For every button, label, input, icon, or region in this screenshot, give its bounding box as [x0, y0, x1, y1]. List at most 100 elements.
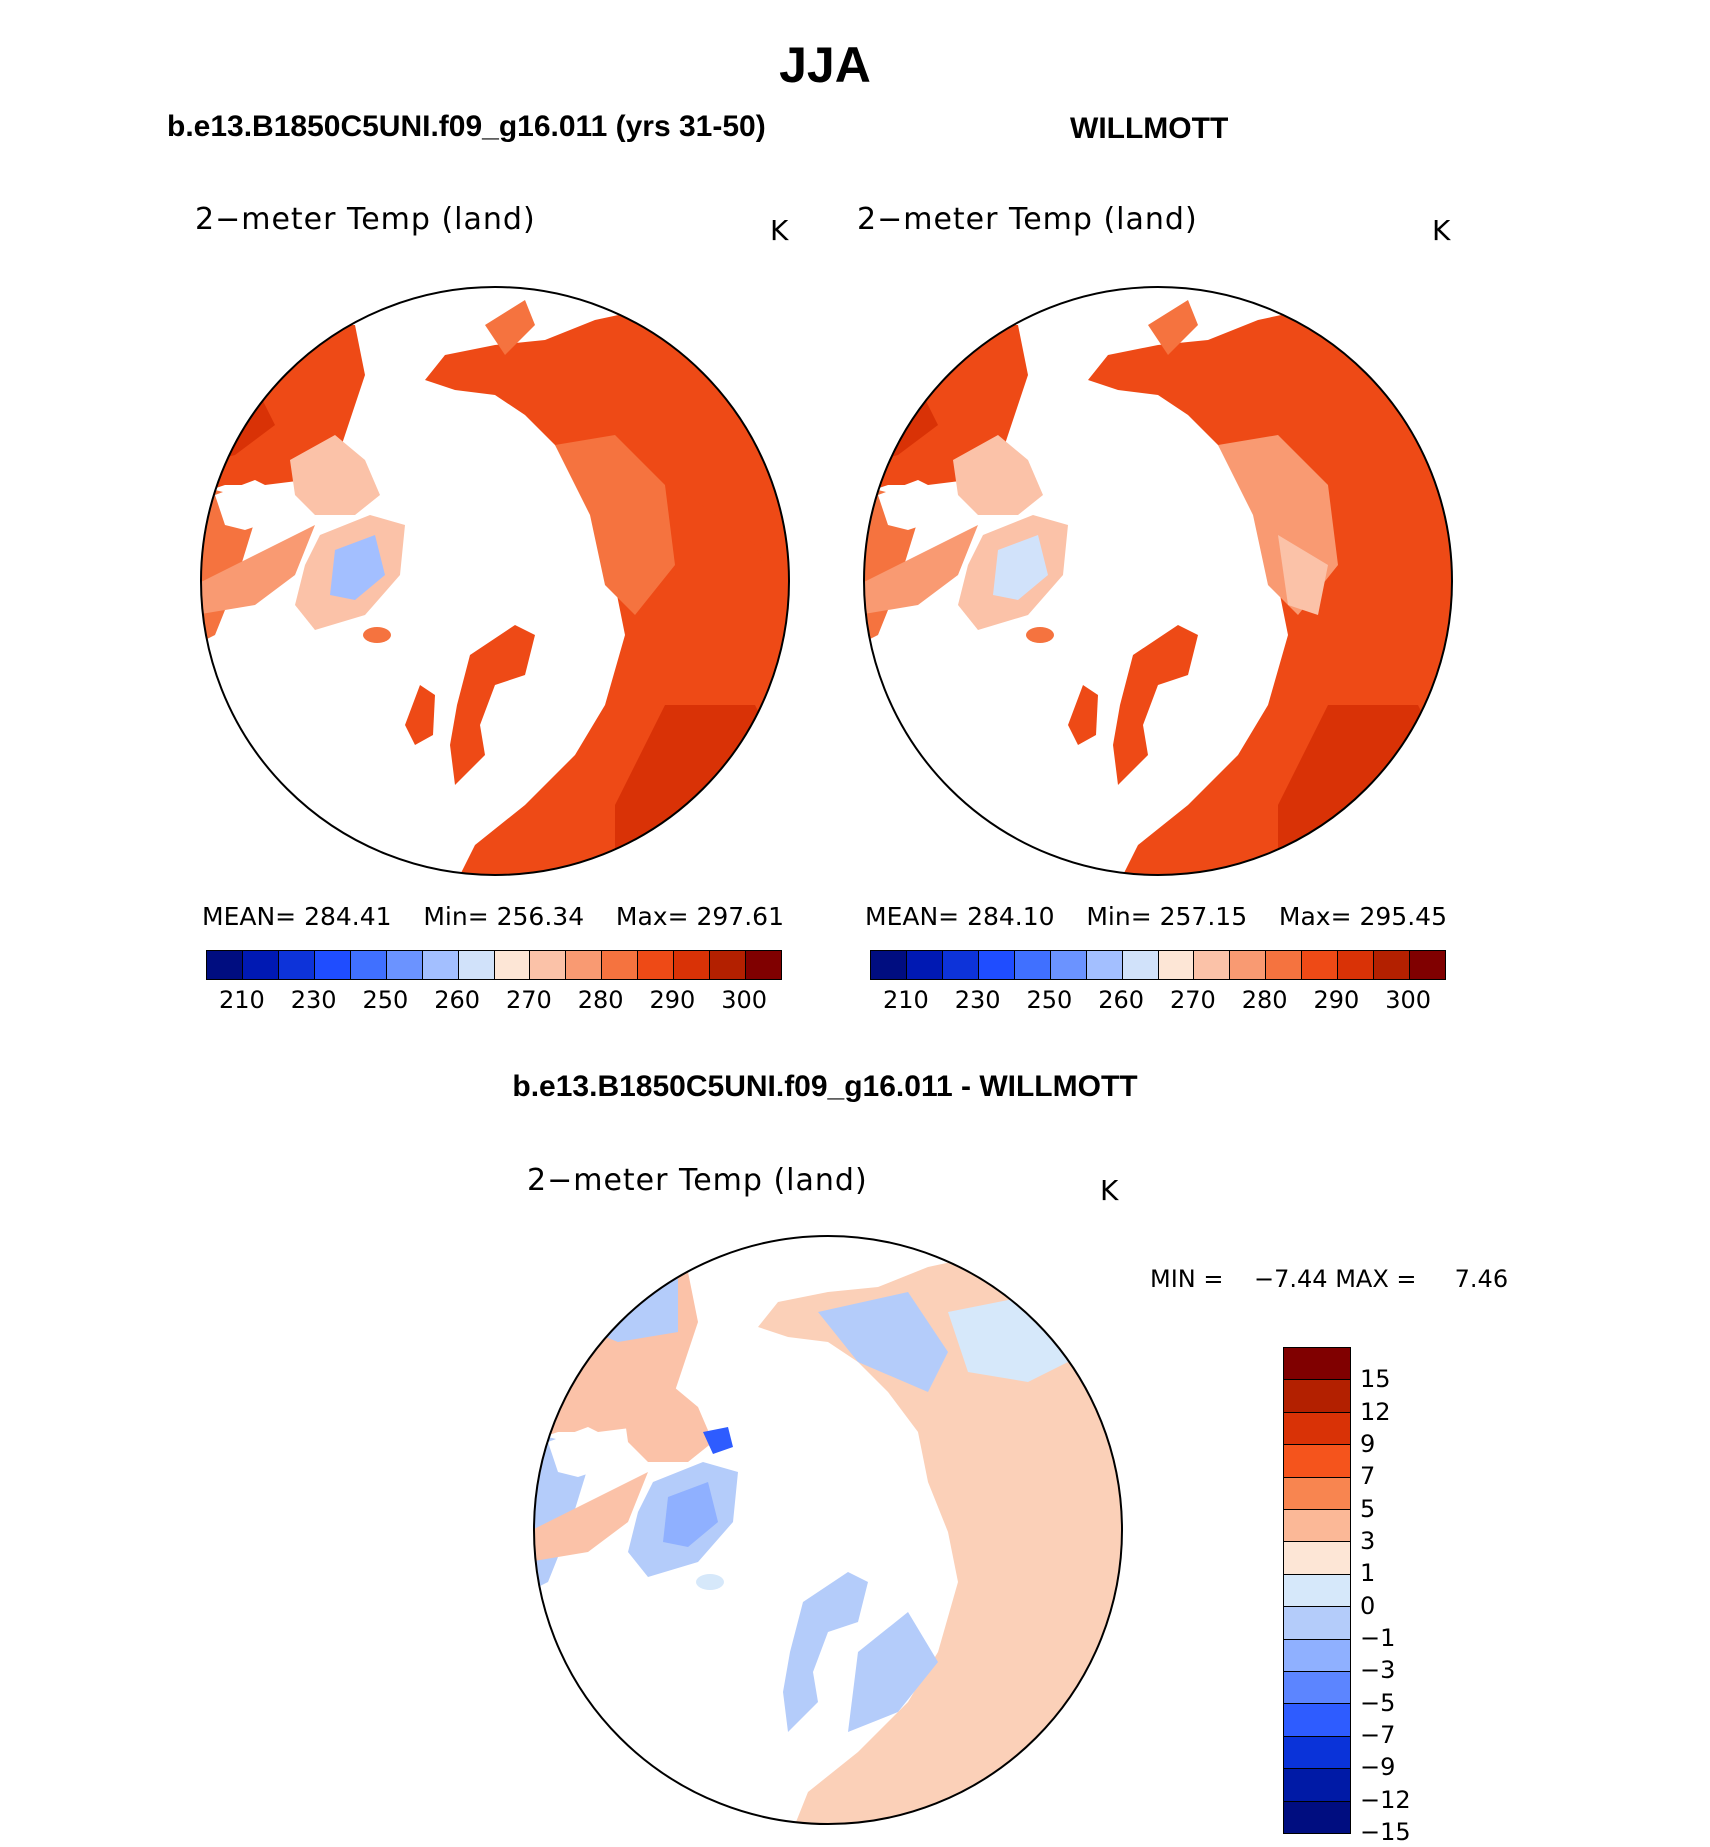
right-colorbar-tick-label: 230 — [954, 986, 1001, 1014]
diff-colorbar-swatch — [1284, 1476, 1350, 1510]
right-colorbar-swatch — [1265, 951, 1302, 979]
left-stats: MEAN= 284.41 Min= 256.34 Max= 297.61 — [202, 902, 784, 931]
left-colorbar-swatch — [709, 951, 746, 979]
diff-case-title: b.e13.B1850C5UNI.f09_g16.011 - WILLMOTT — [512, 1070, 1138, 1103]
right-colorbar-tick-label: 260 — [1098, 986, 1145, 1014]
right-mean-label: MEAN= — [865, 902, 960, 931]
right-colorbar-swatch — [977, 951, 1014, 979]
left-colorbar-swatch — [241, 951, 278, 979]
right-colorbar-swatch — [1409, 951, 1445, 979]
right-colorbar-swatch — [1373, 951, 1410, 979]
diff-colorbar-tick-label: 7 — [1360, 1462, 1376, 1491]
diff-colorbar-ticks: 15 12 9 7 5 3 1 0 −1 −3 −5 −7 −9 −12 −15 — [1360, 1347, 1460, 1846]
diff-colorbar-tick-label: 15 — [1360, 1365, 1391, 1394]
right-colorbar-ticks: 210 230 250 260 270 280 290 300 — [870, 986, 1444, 1018]
right-polar-map — [863, 286, 1453, 876]
diff-colorbar-tick-label: −12 — [1360, 1785, 1411, 1814]
left-colorbar-ticks: 210 230 250 260 270 280 290 300 — [206, 986, 780, 1018]
diff-colorbar-swatch — [1284, 1800, 1350, 1834]
left-colorbar-tick-label: 250 — [362, 986, 409, 1014]
right-colorbar-swatch — [1301, 951, 1338, 979]
diff-colorbar-tick-label: −3 — [1360, 1656, 1396, 1685]
arctic-archipelago — [290, 435, 380, 515]
left-colorbar-tick-label: 210 — [218, 986, 265, 1014]
right-colorbar-tick-label: 270 — [1169, 986, 1216, 1014]
right-colorbar-swatch — [871, 951, 906, 979]
diff-colorbar-tick-label: 3 — [1360, 1527, 1376, 1555]
left-units-label: K — [770, 214, 789, 247]
diff-colorbar-tick-label: 5 — [1360, 1494, 1376, 1523]
left-colorbar-swatch — [565, 951, 602, 979]
left-colorbar-swatch — [385, 951, 422, 979]
diff-max-value: 7.46 — [1454, 1265, 1509, 1293]
right-stats: MEAN= 284.10 Min= 257.15 Max= 295.45 — [865, 902, 1447, 931]
left-variable-label: 2−meter Temp (land) — [195, 202, 536, 237]
diff-colorbar-swatch — [1284, 1638, 1350, 1672]
left-colorbar-swatch — [277, 951, 314, 979]
right-mean-value: 284.10 — [967, 902, 1055, 931]
right-units-label: K — [1432, 214, 1451, 247]
diff-colorbar-tick-label: 12 — [1360, 1397, 1391, 1426]
left-colorbar-swatch — [637, 951, 674, 979]
right-colorbar-swatch — [905, 951, 942, 979]
diff-colorbar — [1283, 1347, 1351, 1834]
left-max-label: Max= — [615, 902, 689, 931]
left-colorbar-tick-label: 300 — [721, 986, 768, 1014]
diff-min-label: MIN = — [1150, 1265, 1224, 1293]
right-min-value: 257.15 — [1159, 902, 1248, 931]
left-polar-map — [200, 286, 790, 876]
diff-min-value: −7.44 — [1254, 1265, 1328, 1293]
diff-colorbar-tick-label: 9 — [1360, 1430, 1376, 1458]
left-colorbar-swatch — [493, 951, 530, 979]
diff-colorbar-swatch — [1284, 1541, 1350, 1574]
left-min-label: Min= — [423, 902, 489, 931]
left-min-value: 256.34 — [496, 902, 585, 931]
diff-colorbar-tick-label: 1 — [1360, 1559, 1376, 1588]
right-max-label: Max= — [1278, 902, 1352, 931]
diff-colorbar-tick-label: −5 — [1360, 1688, 1396, 1717]
left-colorbar-swatch — [457, 951, 494, 979]
left-colorbar-tick-label: 290 — [649, 986, 696, 1014]
left-colorbar-tick-label: 270 — [505, 986, 552, 1014]
diff-colorbar-swatch — [1284, 1606, 1350, 1639]
scandinavia-land — [450, 625, 535, 785]
diff-colorbar-swatch — [1284, 1379, 1350, 1412]
right-colorbar-tick-label: 250 — [1026, 986, 1073, 1014]
right-colorbar — [870, 950, 1446, 980]
diff-colorbar-swatch — [1284, 1768, 1350, 1801]
right-colorbar-tick-label: 280 — [1241, 986, 1288, 1014]
right-min-label: Min= — [1086, 902, 1152, 931]
left-colorbar-swatch — [745, 951, 781, 979]
diff-colorbar-swatch — [1284, 1411, 1350, 1445]
left-colorbar-swatch — [673, 951, 710, 979]
diff-max-label: MAX = — [1335, 1265, 1417, 1293]
diff-colorbar-tick-label: −15 — [1360, 1818, 1411, 1846]
left-colorbar-swatch — [529, 951, 566, 979]
diff-colorbar-tick-label: −7 — [1360, 1721, 1396, 1749]
diff-colorbar-tick-label: 0 — [1360, 1591, 1376, 1620]
left-colorbar-swatch — [313, 951, 350, 979]
left-colorbar-swatch — [421, 951, 458, 979]
right-colorbar-swatch — [1013, 951, 1050, 979]
diff-minmax: MIN = −7.44 MAX = 7.46 — [1150, 1265, 1508, 1293]
right-colorbar-swatch — [1193, 951, 1230, 979]
left-colorbar-swatch — [349, 951, 386, 979]
diff-colorbar-tick-label: −1 — [1360, 1624, 1396, 1652]
diff-units-label: K — [1100, 1174, 1119, 1207]
diff-colorbar-swatch — [1284, 1509, 1350, 1542]
right-case-title: WILLMOTT — [1070, 112, 1229, 145]
right-colorbar-tick-label: 290 — [1313, 986, 1360, 1014]
diff-colorbar-tick-label: −9 — [1360, 1753, 1396, 1782]
right-colorbar-swatch — [1337, 951, 1374, 979]
right-colorbar-swatch — [1229, 951, 1266, 979]
left-case-title: b.e13.B1850C5UNI.f09_g16.011 (yrs 31-50) — [167, 110, 766, 143]
diff-colorbar-swatch — [1284, 1348, 1350, 1380]
right-colorbar-swatch — [1049, 951, 1086, 979]
page-title: JJA — [779, 37, 871, 93]
left-colorbar-tick-label: 230 — [290, 986, 337, 1014]
right-colorbar-tick-label: 300 — [1385, 986, 1432, 1014]
right-colorbar-swatch — [941, 951, 978, 979]
left-colorbar-swatch — [601, 951, 638, 979]
diff-colorbar-swatch — [1284, 1444, 1350, 1477]
right-colorbar-swatch — [1121, 951, 1158, 979]
